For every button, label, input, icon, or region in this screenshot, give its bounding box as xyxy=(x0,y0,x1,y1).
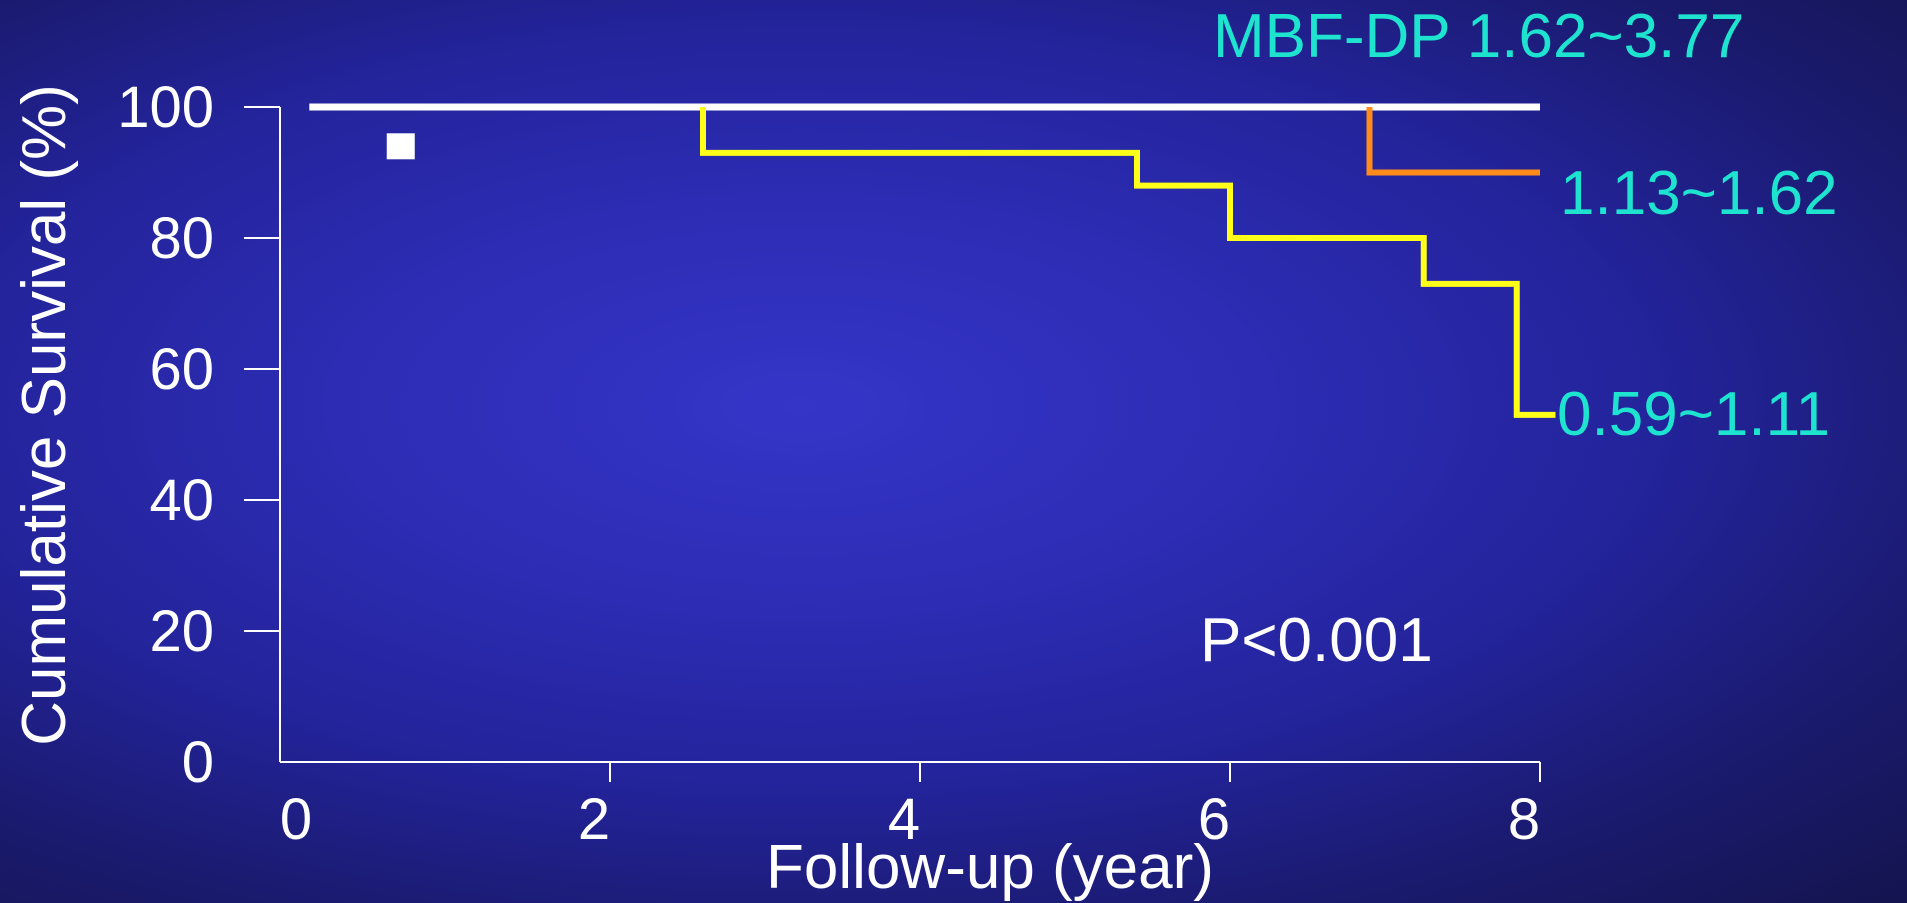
y-tick-label: 0 xyxy=(182,730,214,795)
censor-mark xyxy=(386,133,415,160)
y-tick-label: 20 xyxy=(149,599,214,664)
x-tick-label: 4 xyxy=(888,787,920,852)
legend-label-series-3: 0.59~1.11 xyxy=(1557,380,1830,449)
x-tick-label: 8 xyxy=(1508,787,1540,852)
y-tick-label: 60 xyxy=(149,337,214,402)
series-line-2 xyxy=(1366,107,1540,176)
legend-label-series-1: MBF-DP 1.62~3.77 xyxy=(1213,2,1744,71)
x-axis-title: Follow-up (year) xyxy=(766,833,1214,902)
series-line-3 xyxy=(700,107,1556,418)
legend-label-series-2: 1.13~1.62 xyxy=(1560,159,1838,228)
y-axis-title: Cumulative Survival (%) xyxy=(10,84,79,746)
y-tick-label: 40 xyxy=(149,468,214,533)
series-group xyxy=(309,103,1556,418)
p-value-annotation: P<0.001 xyxy=(1200,606,1433,675)
x-tick-label: 2 xyxy=(578,787,610,852)
censor-marks xyxy=(386,133,415,160)
x-tick-label: 6 xyxy=(1198,787,1230,852)
x-tick-label: 0 xyxy=(280,787,312,852)
labels: MBF-DP 1.62~3.77 1.13~1.62 0.59~1.11 P<0… xyxy=(10,2,1838,902)
y-tick-label: 80 xyxy=(149,206,214,271)
y-tick-label: 100 xyxy=(117,75,214,140)
axes: 0 20 40 60 80 100 0 2 4 6 8 xyxy=(117,75,1541,852)
